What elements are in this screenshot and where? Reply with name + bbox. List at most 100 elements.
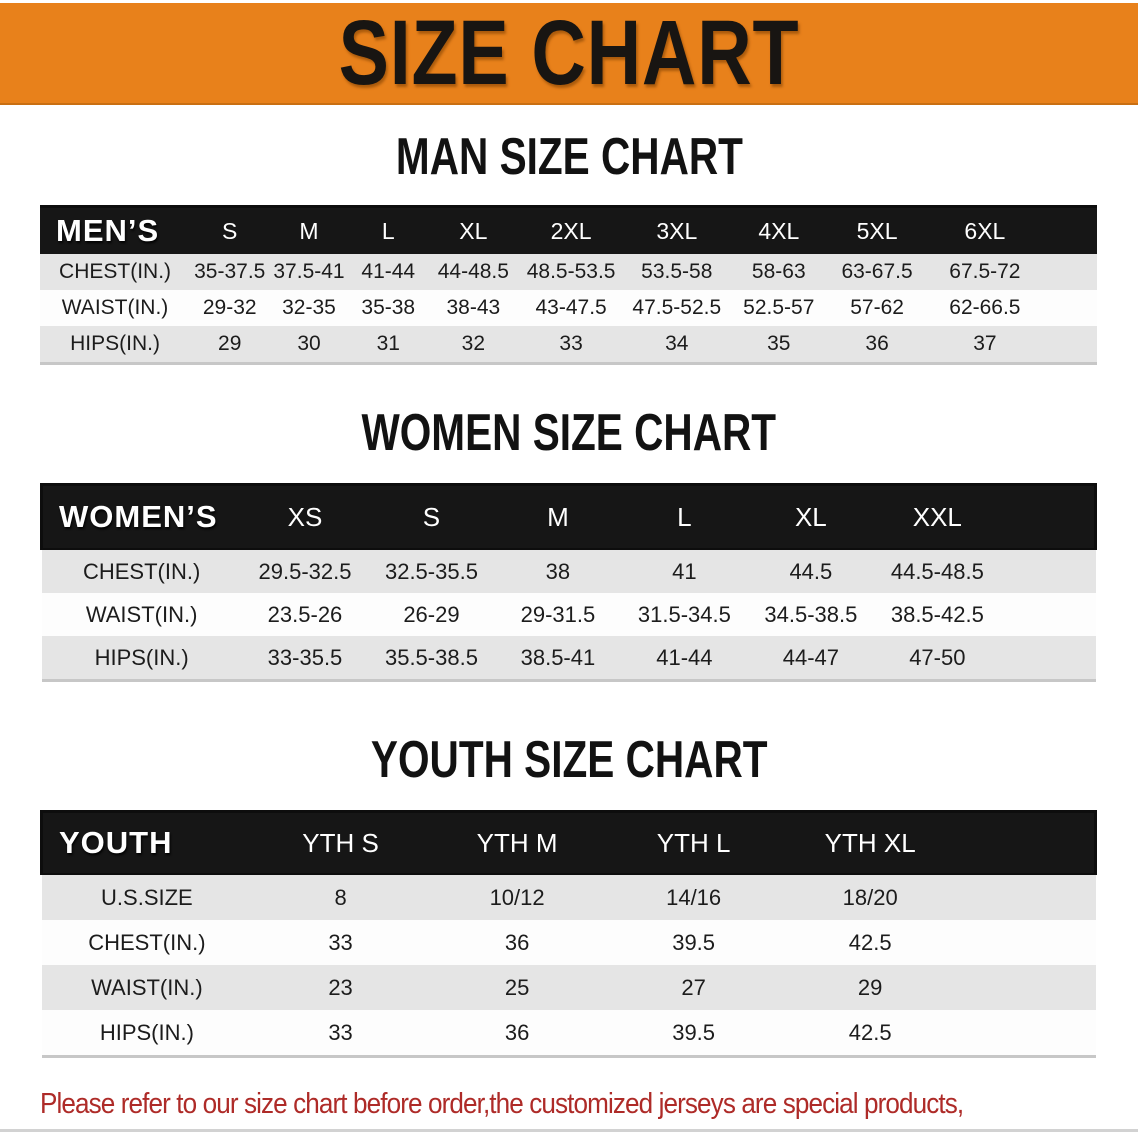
size-value: 41: [621, 549, 748, 593]
women-section-heading: WOMEN SIZE CHART: [0, 407, 1138, 459]
youth-column-header-2: YTH L: [605, 810, 782, 875]
size-value: 32: [427, 326, 519, 364]
size-value: 53.5-58: [623, 254, 731, 290]
youth-column-header-3: YTH XL: [781, 810, 959, 875]
row-label: HIPS(IN.): [40, 326, 191, 364]
size-chart-page: SIZE CHART MAN SIZE CHART MEN’S S M L XL 2XL 3…: [0, 3, 1138, 1132]
row-label: WAIST(IN.): [41, 965, 253, 1010]
order-note: Please refer to our size chart before or…: [40, 1084, 1138, 1132]
size-value: 30: [269, 326, 349, 364]
row-label: HIPS(IN.): [41, 1010, 253, 1057]
page-title-text: SIZE CHART: [338, 2, 800, 104]
youth-column-header-0: YTH S: [252, 810, 429, 875]
size-value: 35.5-38.5: [368, 636, 495, 681]
size-value: 37.5-41: [269, 254, 349, 290]
men-column-header-8: 6XL: [926, 205, 1044, 254]
size-value: 32.5-35.5: [368, 549, 495, 593]
size-value: 29: [190, 326, 270, 364]
size-value: 36: [428, 1010, 606, 1057]
men-column-header-3: XL: [427, 205, 519, 254]
size-value: 35: [730, 326, 828, 364]
women-header-spacer: [1000, 483, 1097, 550]
row-label: WAIST(IN.): [40, 290, 191, 326]
men-header-row: MEN’S S M L XL 2XL 3XL 4XL 5XL 6XL: [40, 205, 1097, 254]
size-value: 57-62: [827, 290, 927, 326]
size-value: 47-50: [874, 636, 1001, 681]
size-value: 38.5-41: [494, 636, 622, 681]
men-column-header-2: L: [348, 205, 428, 254]
row-spacer: [1043, 290, 1097, 326]
size-value: 38: [494, 549, 622, 593]
size-value: 38-43: [427, 290, 519, 326]
size-value: 43-47.5: [518, 290, 624, 326]
row-label: HIPS(IN.): [41, 636, 242, 681]
row-spacer: [958, 874, 1096, 920]
size-value: 36: [827, 326, 927, 364]
youth-row-chest-in: CHEST(IN.) 33 36 39.5 42.5: [41, 920, 1096, 965]
size-value: 33: [252, 920, 429, 965]
youth-column-header-1: YTH M: [428, 810, 606, 875]
size-value: 39.5: [605, 1010, 782, 1057]
size-value: 44.5-48.5: [874, 549, 1001, 593]
size-value: 29.5-32.5: [241, 549, 369, 593]
row-spacer: [1043, 254, 1097, 290]
youth-header-spacer: [958, 810, 1098, 875]
size-value: 44-48.5: [427, 254, 519, 290]
size-value: 44.5: [747, 549, 875, 593]
women-corner-label: WOMEN’S: [39, 483, 242, 550]
size-value: 34.5-38.5: [747, 593, 875, 636]
size-value: 27: [605, 965, 782, 1010]
size-value: 23.5-26: [241, 593, 369, 636]
size-value: 42.5: [781, 1010, 959, 1057]
size-value: 35-38: [348, 290, 428, 326]
size-value: 29-31.5: [494, 593, 622, 636]
section-youth: YOUTH SIZE CHART YOUTH YTH S YTH M YTH L YTH…: [0, 734, 1138, 1058]
row-spacer: [1000, 549, 1096, 593]
women-row-chest-in: CHEST(IN.) 29.5-32.5 32.5-35.5 38 41 44.5 44.5…: [41, 549, 1096, 593]
row-label: U.S.SIZE: [41, 874, 253, 920]
women-column-header-1: S: [368, 483, 495, 550]
youth-row-u-s-size: U.S.SIZE 8 10/12 14/16 18/20: [41, 874, 1096, 920]
size-value: 41-44: [348, 254, 428, 290]
size-value: 31.5-34.5: [621, 593, 748, 636]
size-value: 42.5: [781, 920, 959, 965]
row-label: WAIST(IN.): [41, 593, 242, 636]
size-value: 14/16: [605, 874, 782, 920]
order-note-line-1: Please refer to our size chart before or…: [40, 1088, 964, 1120]
size-value: 18/20: [781, 874, 959, 920]
size-value: 67.5-72: [926, 254, 1044, 290]
size-value: 52.5-57: [730, 290, 828, 326]
size-value: 48.5-53.5: [518, 254, 624, 290]
size-value: 29-32: [190, 290, 270, 326]
men-section-heading-text: MAN SIZE CHART: [395, 128, 743, 186]
size-value: 33: [252, 1010, 429, 1057]
size-value: 62-66.5: [926, 290, 1044, 326]
section-women: WOMEN SIZE CHART WOMEN’S XS S M L XL XXL CHEST(…: [0, 407, 1138, 682]
size-value: 37: [926, 326, 1044, 364]
size-value: 44-47: [747, 636, 875, 681]
men-section-heading: MAN SIZE CHART: [0, 131, 1138, 183]
size-value: 29: [781, 965, 959, 1010]
women-column-header-4: XL: [747, 483, 875, 550]
men-row-hips-in: HIPS(IN.) 29 30 31 32 33 34 35 36 37: [40, 326, 1097, 364]
size-value: 39.5: [605, 920, 782, 965]
size-value: 36: [428, 920, 606, 965]
women-section-heading-text: WOMEN SIZE CHART: [361, 404, 777, 462]
men-row-waist-in: WAIST(IN.) 29-32 32-35 35-38 38-43 43-47.5 47.…: [40, 290, 1097, 326]
row-label: CHEST(IN.): [41, 549, 242, 593]
row-spacer: [958, 920, 1096, 965]
size-value: 31: [348, 326, 428, 364]
women-row-waist-in: WAIST(IN.) 23.5-26 26-29 29-31.5 31.5-34.5 34…: [41, 593, 1096, 636]
men-size-table: MEN’S S M L XL 2XL 3XL 4XL 5XL 6XL CHEST(IN.) 35-37…: [40, 205, 1097, 365]
women-column-header-0: XS: [241, 483, 369, 550]
size-value: 58-63: [730, 254, 828, 290]
size-value: 26-29: [368, 593, 495, 636]
youth-section-heading-text: YOUTH SIZE CHART: [370, 731, 768, 789]
size-value: 33-35.5: [241, 636, 369, 681]
youth-corner-label: YOUTH: [40, 810, 253, 875]
men-column-header-6: 4XL: [730, 205, 828, 254]
men-column-header-4: 2XL: [518, 205, 624, 254]
row-spacer: [1043, 326, 1097, 364]
youth-size-table: YOUTH YTH S YTH M YTH L YTH XL U.S.SIZE 8 10/12…: [40, 810, 1098, 1058]
row-spacer: [958, 1010, 1096, 1057]
